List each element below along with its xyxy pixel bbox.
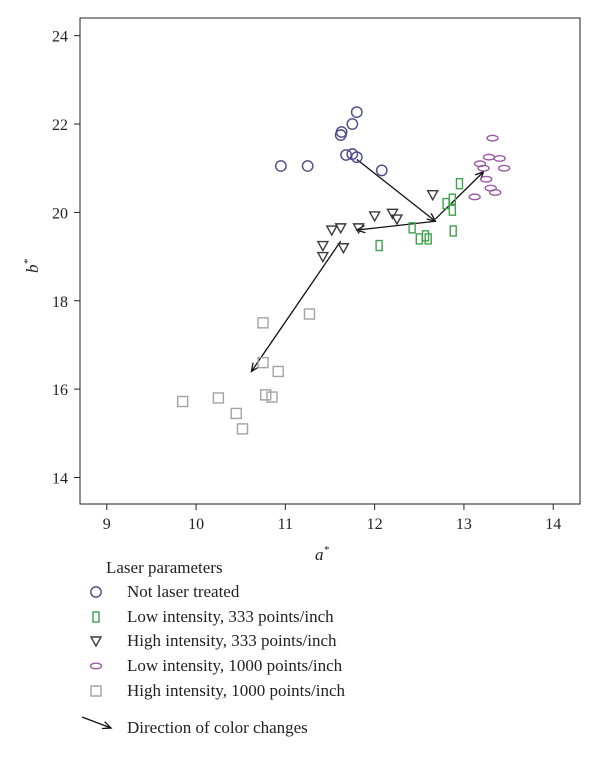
- data-point: [352, 223, 365, 235]
- y-tick-label: 20: [52, 205, 68, 222]
- legend: Laser parameters Not laser treated Low in…: [81, 558, 346, 737]
- data-point: [274, 160, 287, 172]
- x-tick-label: 11: [278, 516, 293, 533]
- data-point: [335, 126, 348, 138]
- data-point: [337, 243, 350, 255]
- data-point: [486, 134, 499, 142]
- data-point: [448, 193, 457, 205]
- data-point: [448, 204, 457, 216]
- y-tick-label: 16: [52, 382, 68, 399]
- x-tick-label: 9: [103, 516, 111, 533]
- legend-label: Direction of color changes: [127, 718, 308, 737]
- data-point: [390, 214, 404, 226]
- data-point: [316, 240, 330, 252]
- data-point: [408, 222, 416, 234]
- data-point: [301, 160, 314, 172]
- data-point: [350, 151, 363, 164]
- data-point: [415, 233, 423, 245]
- data-point: [368, 211, 381, 223]
- x-tick-label: 14: [545, 516, 561, 533]
- legend-title: Laser parameters: [106, 558, 223, 577]
- data-point: [493, 154, 506, 162]
- y-axis-label: b*: [22, 259, 42, 274]
- x-tick-label: 10: [188, 516, 204, 533]
- data-point: [257, 356, 269, 369]
- y-tick-label: 24: [52, 29, 68, 46]
- legend-arrow-marker: [81, 716, 113, 730]
- data-point: [477, 164, 490, 172]
- legend-label: High intensity, 333 points/inch: [127, 631, 337, 650]
- data-point: [480, 175, 493, 183]
- data-point: [257, 317, 269, 329]
- data-point: [488, 189, 502, 197]
- data-point: [350, 106, 363, 119]
- data-point: [236, 423, 249, 435]
- data-point: [497, 164, 511, 172]
- data-point: [375, 164, 388, 177]
- direction-arrows: [250, 158, 485, 373]
- legend-marker: [89, 636, 103, 648]
- legend-label: Low intensity, 333 points/inch: [127, 607, 334, 626]
- data-point: [230, 407, 242, 420]
- data-point: [176, 395, 189, 408]
- data-point: [424, 233, 432, 245]
- data-point: [468, 193, 481, 201]
- axis-ticks: 9 10 11 12 13 14 14 16 18 20 22 24: [52, 29, 561, 533]
- legend-marker: [92, 611, 100, 623]
- x-tick-label: 12: [367, 516, 383, 533]
- legend-marker: [90, 685, 102, 697]
- data-point: [386, 208, 399, 220]
- data-point: [260, 389, 272, 401]
- data-point: [455, 177, 464, 190]
- data-point: [325, 225, 338, 237]
- data-point: [482, 153, 496, 161]
- data-point: [316, 251, 330, 264]
- data-points: [176, 106, 511, 435]
- data-point: [449, 225, 457, 237]
- x-axis-label: a*: [315, 544, 330, 564]
- y-tick-label: 22: [52, 117, 68, 134]
- y-tick-label: 18: [52, 294, 68, 311]
- legend-label: High intensity, 1000 points/inch: [127, 681, 346, 700]
- data-point: [212, 392, 225, 404]
- plot-area-frame: [79, 17, 581, 505]
- data-point: [340, 149, 352, 161]
- legend-label: Not laser treated: [127, 582, 240, 601]
- legend-label: Low intensity, 1000 points/inch: [127, 656, 343, 675]
- legend-marker: [90, 586, 102, 598]
- direction-arrow: [250, 240, 342, 373]
- data-point: [303, 308, 316, 320]
- y-tick-label: 14: [52, 470, 68, 487]
- legend-marker: [89, 662, 103, 670]
- x-tick-label: 13: [456, 516, 472, 533]
- data-point: [266, 391, 278, 403]
- data-point: [426, 190, 439, 202]
- data-point: [334, 223, 347, 235]
- data-point: [375, 239, 383, 252]
- data-point: [272, 365, 284, 378]
- data-point: [346, 118, 359, 130]
